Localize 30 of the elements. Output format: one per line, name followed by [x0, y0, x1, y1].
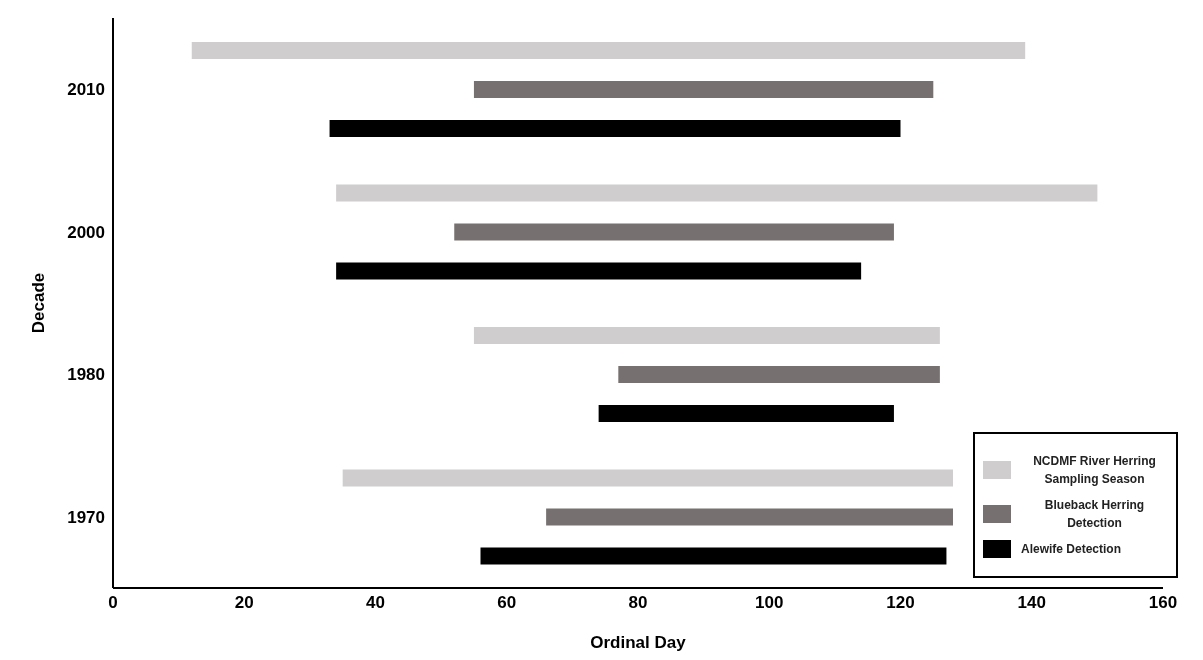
legend-label: NCDMF River Herring Sampling Season [1032, 453, 1157, 488]
x-tick-label: 120 [886, 593, 915, 613]
x-tick-label: 60 [497, 593, 517, 613]
bar [336, 262, 862, 280]
x-tick-label: 20 [234, 593, 254, 613]
y-tick-label: 2010 [67, 80, 105, 100]
bar [598, 405, 894, 422]
x-tick-label: 0 [108, 593, 118, 613]
bar [618, 366, 940, 383]
bar [473, 81, 934, 98]
x-tick-label: 40 [366, 593, 385, 613]
x-tick-label: 100 [755, 593, 784, 613]
bar [329, 120, 901, 137]
bar [473, 327, 940, 344]
bar [336, 184, 1098, 202]
text: Blueback Herring Detection [1044, 498, 1145, 530]
x-axis-title: Ordinal Day [590, 633, 687, 652]
x-tick-label: 80 [628, 593, 648, 613]
y-tick-label: 1970 [67, 507, 105, 527]
bar [191, 42, 1026, 59]
x-tick-label: 140 [1017, 593, 1046, 613]
y-tick-label: 2000 [67, 222, 105, 242]
x-tick-label: 160 [1148, 593, 1178, 613]
bar [454, 223, 894, 241]
bar [480, 547, 947, 565]
legend-label: Alewife Detection [1021, 541, 1122, 558]
bar [342, 469, 953, 487]
bar [546, 508, 953, 526]
y-tick-label: 1980 [67, 365, 105, 385]
y-axis-title: Decade [29, 272, 49, 334]
